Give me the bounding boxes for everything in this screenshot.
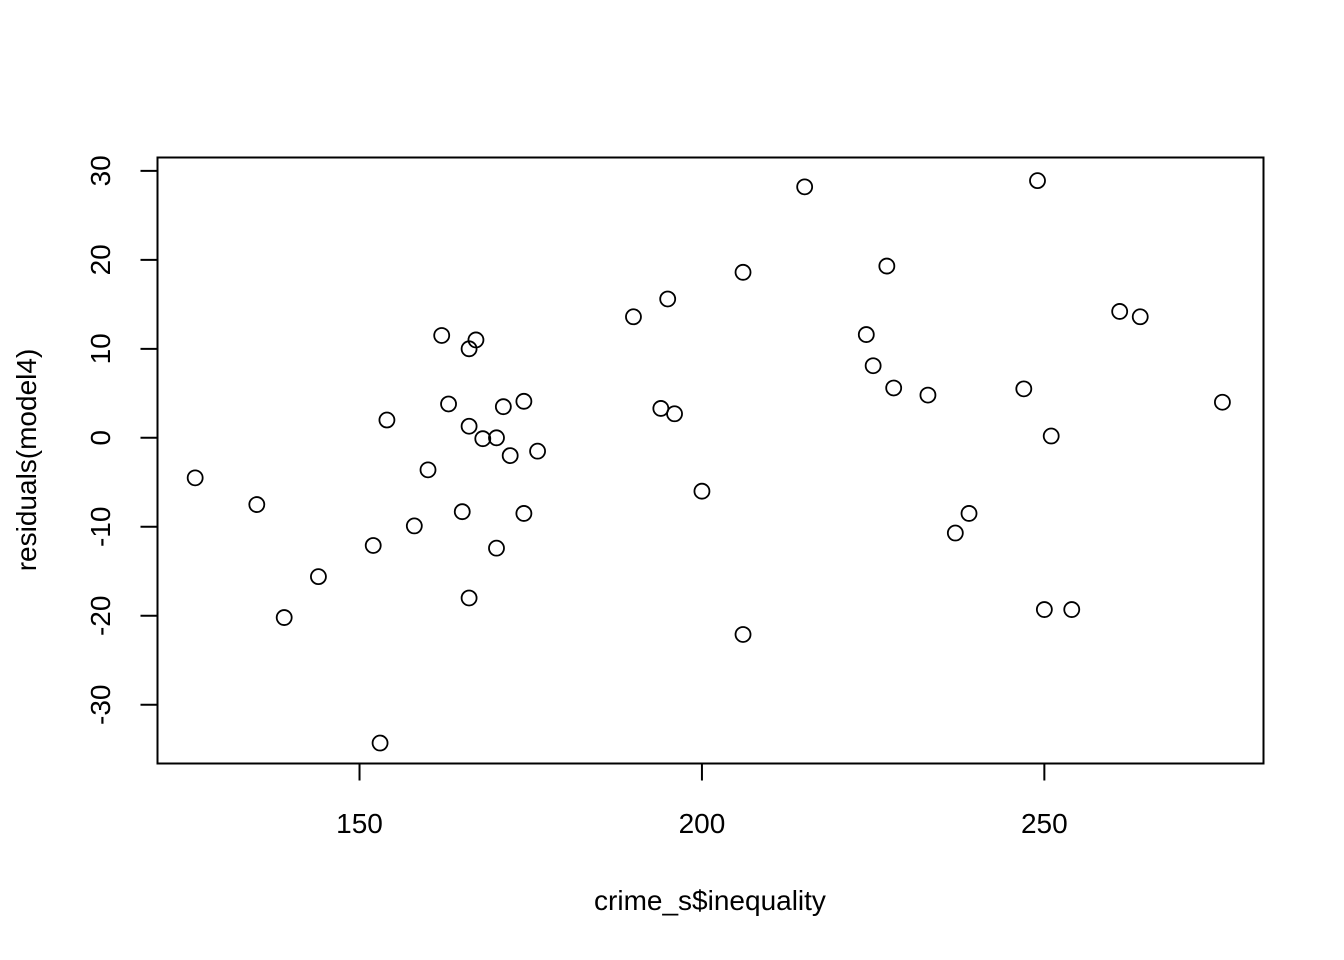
data-point <box>460 589 478 607</box>
x-axis: 150 200 250 <box>336 762 1068 839</box>
data-point <box>1015 380 1033 398</box>
x-tick-label: 250 <box>1021 808 1068 839</box>
data-point <box>734 263 752 281</box>
y-axis: -30 -20 -10 0 10 20 30 <box>85 155 159 725</box>
data-point <box>796 178 814 196</box>
data-point <box>1131 308 1149 326</box>
data-point <box>960 505 978 522</box>
data-point <box>864 357 882 375</box>
data-point <box>494 398 512 416</box>
data-point <box>1029 172 1046 190</box>
data-point <box>433 327 451 344</box>
data-point <box>474 430 492 448</box>
data-point <box>488 539 505 557</box>
data-point <box>310 568 327 586</box>
data-points <box>186 172 1231 752</box>
data-point <box>515 505 533 522</box>
plot-frame <box>156 156 1265 765</box>
data-point <box>734 626 752 643</box>
data-point <box>1035 601 1053 618</box>
data-point <box>275 609 293 626</box>
data-point <box>885 379 903 397</box>
y-tick-label: 20 <box>85 244 116 275</box>
y-axis-title: residuals(model4) <box>11 349 42 572</box>
data-point <box>405 517 423 535</box>
data-point <box>652 400 670 417</box>
x-tick-label: 150 <box>336 808 383 839</box>
data-point <box>440 395 457 413</box>
x-axis-title: crime_s$inequality <box>594 885 826 916</box>
data-point <box>693 482 711 500</box>
data-point <box>248 496 266 513</box>
y-tick-label: 10 <box>85 333 116 364</box>
y-tick-label: -10 <box>85 507 116 547</box>
data-point <box>515 392 533 410</box>
data-point <box>1042 427 1060 445</box>
data-point <box>659 290 677 308</box>
data-point <box>1214 393 1231 411</box>
data-point <box>453 503 471 521</box>
data-point <box>529 442 546 460</box>
data-point <box>878 257 896 275</box>
data-point <box>186 469 204 487</box>
data-point <box>378 411 396 429</box>
data-point <box>625 308 642 326</box>
y-tick-label: -20 <box>85 596 116 636</box>
data-point <box>946 524 964 542</box>
y-tick-label: 30 <box>85 155 116 186</box>
data-point <box>1063 601 1081 618</box>
data-point <box>666 405 683 423</box>
data-point <box>419 461 437 479</box>
y-tick-label: -30 <box>85 685 116 725</box>
data-point <box>364 537 382 554</box>
data-point <box>1111 303 1129 320</box>
data-point <box>467 331 485 349</box>
data-point <box>501 447 519 465</box>
data-point <box>919 386 937 404</box>
data-point <box>460 417 478 435</box>
data-point <box>371 734 389 752</box>
y-tick-label: 0 <box>85 430 116 446</box>
x-tick-label: 200 <box>679 808 726 839</box>
data-point <box>488 429 505 447</box>
data-point <box>857 326 875 343</box>
